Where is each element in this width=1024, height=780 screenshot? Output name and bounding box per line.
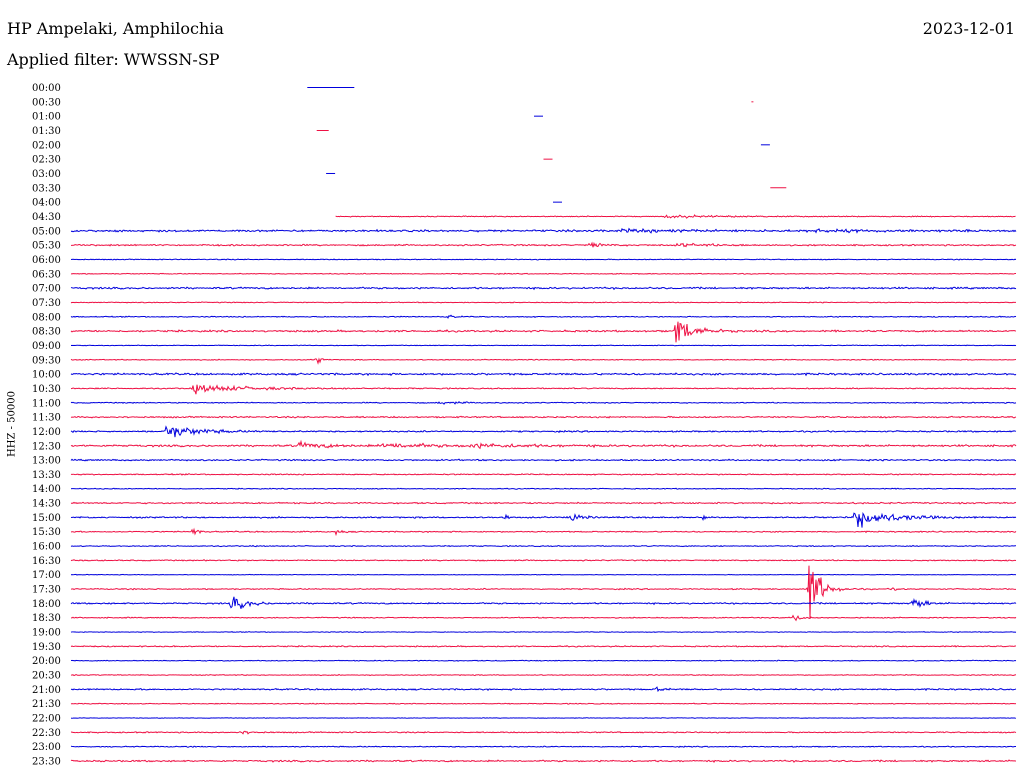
- trace-line-0730: [70, 301, 1017, 304]
- trace-line-2000: [70, 659, 1017, 662]
- trace-line-2200: [70, 717, 1017, 719]
- row-time-label: 17:00: [32, 570, 61, 581]
- trace-line-0930: [70, 357, 1017, 365]
- row-time-label: 18:00: [32, 599, 61, 610]
- trace-line-1700: [70, 573, 1017, 576]
- row-time-label: 13:30: [32, 470, 61, 481]
- trace-line-1600: [70, 544, 1017, 548]
- trace-line-1100: [70, 401, 1017, 405]
- trace-line-1730: [70, 565, 1017, 619]
- row-time-label: 04:00: [32, 198, 61, 209]
- row-time-label: 10:30: [32, 384, 61, 395]
- trace-line-1300: [70, 458, 1017, 462]
- row-time-label: 07:30: [32, 298, 61, 309]
- row-time-label: 07:00: [32, 284, 61, 295]
- row-time-label: 16:00: [32, 542, 61, 553]
- row-time-label: 14:30: [32, 499, 61, 510]
- row-time-label: 06:00: [32, 255, 61, 266]
- row-time-label: 14:00: [32, 484, 61, 495]
- row-time-label: 23:00: [32, 742, 61, 753]
- row-time-label: 01:00: [32, 112, 61, 123]
- row-time-label: 22:30: [32, 728, 61, 739]
- trace-line-2100: [70, 686, 1017, 693]
- row-time-label: 22:00: [32, 714, 61, 725]
- row-time-label: 12:00: [32, 427, 61, 438]
- row-time-label: 05:30: [32, 241, 61, 252]
- row-time-label: 04:30: [32, 212, 61, 223]
- row-time-label: 03:00: [32, 169, 61, 180]
- trace-line-0600: [70, 258, 1017, 261]
- row-time-label: 19:00: [32, 628, 61, 639]
- trace-line-0500: [70, 227, 1017, 234]
- trace-line-0430: [335, 214, 1016, 219]
- trace-line-1830: [70, 614, 1017, 622]
- trace-line-1200: [70, 425, 1017, 438]
- row-time-label: 20:00: [32, 656, 61, 667]
- trace-line-1430: [70, 501, 1017, 505]
- trace-line-1530: [70, 527, 1017, 537]
- row-time-label: 17:30: [32, 585, 61, 596]
- row-time-label: 09:00: [32, 341, 61, 352]
- row-time-label: 06:30: [32, 269, 61, 280]
- trace-line-0800: [70, 314, 1017, 319]
- row-time-label: 12:30: [32, 441, 61, 452]
- filter-label: Applied filter: WWSSN-SP: [7, 50, 220, 69]
- row-time-label: 11:30: [32, 413, 61, 424]
- plot-date: 2023-12-01: [922, 19, 1015, 38]
- row-time-label: 08:30: [32, 327, 61, 338]
- trace-line-2030: [70, 673, 1017, 677]
- row-time-label: 18:30: [32, 613, 61, 624]
- row-time-label: 15:30: [32, 527, 61, 538]
- station-title: HP Ampelaki, Amphilochia: [7, 19, 224, 38]
- trace-line-0700: [70, 286, 1017, 291]
- row-time-label: 16:30: [32, 556, 61, 567]
- trace-line-1930: [70, 644, 1017, 648]
- row-time-label: 11:00: [32, 398, 61, 409]
- trace-line-1030: [70, 384, 1017, 395]
- trace-line-1330: [70, 473, 1017, 476]
- trace-line-2330: [70, 759, 1017, 763]
- row-time-label: 01:30: [32, 126, 61, 137]
- trace-line-1000: [70, 372, 1017, 377]
- trace-line-1630: [70, 559, 1017, 562]
- trace-line-0830: [70, 321, 1017, 343]
- row-time-label: 21:30: [32, 699, 61, 710]
- row-time-label: 15:00: [32, 513, 61, 524]
- row-time-label: 05:00: [32, 226, 61, 237]
- row-time-label: 19:30: [32, 642, 61, 653]
- row-time-label: 10:00: [32, 370, 61, 381]
- trace-line-2300: [70, 745, 1017, 748]
- row-time-label: 00:30: [32, 97, 61, 108]
- trace-line-0530: [70, 241, 1017, 248]
- trace-line-2230: [70, 730, 1017, 735]
- trace-line-1900: [70, 631, 1017, 634]
- trace-line-1230: [70, 439, 1017, 450]
- trace-line-0900: [70, 344, 1017, 347]
- row-time-label: 13:00: [32, 456, 61, 467]
- trace-line-1500: [70, 511, 1017, 528]
- row-time-label: 08:00: [32, 312, 61, 323]
- row-time-label: 21:00: [32, 685, 61, 696]
- row-time-label: 02:00: [32, 140, 61, 151]
- trace-line-1130: [70, 415, 1017, 419]
- trace-line-0630: [70, 272, 1017, 275]
- row-time-label: 02:30: [32, 155, 61, 166]
- trace-line-2130: [70, 702, 1017, 705]
- row-time-label: 00:00: [32, 83, 61, 94]
- row-time-label: 20:30: [32, 671, 61, 682]
- row-time-label: 03:30: [32, 183, 61, 194]
- trace-line-1400: [70, 487, 1017, 490]
- row-time-label: 09:30: [32, 355, 61, 366]
- row-time-label: 23:30: [32, 757, 61, 768]
- trace-line-1800: [70, 596, 1017, 609]
